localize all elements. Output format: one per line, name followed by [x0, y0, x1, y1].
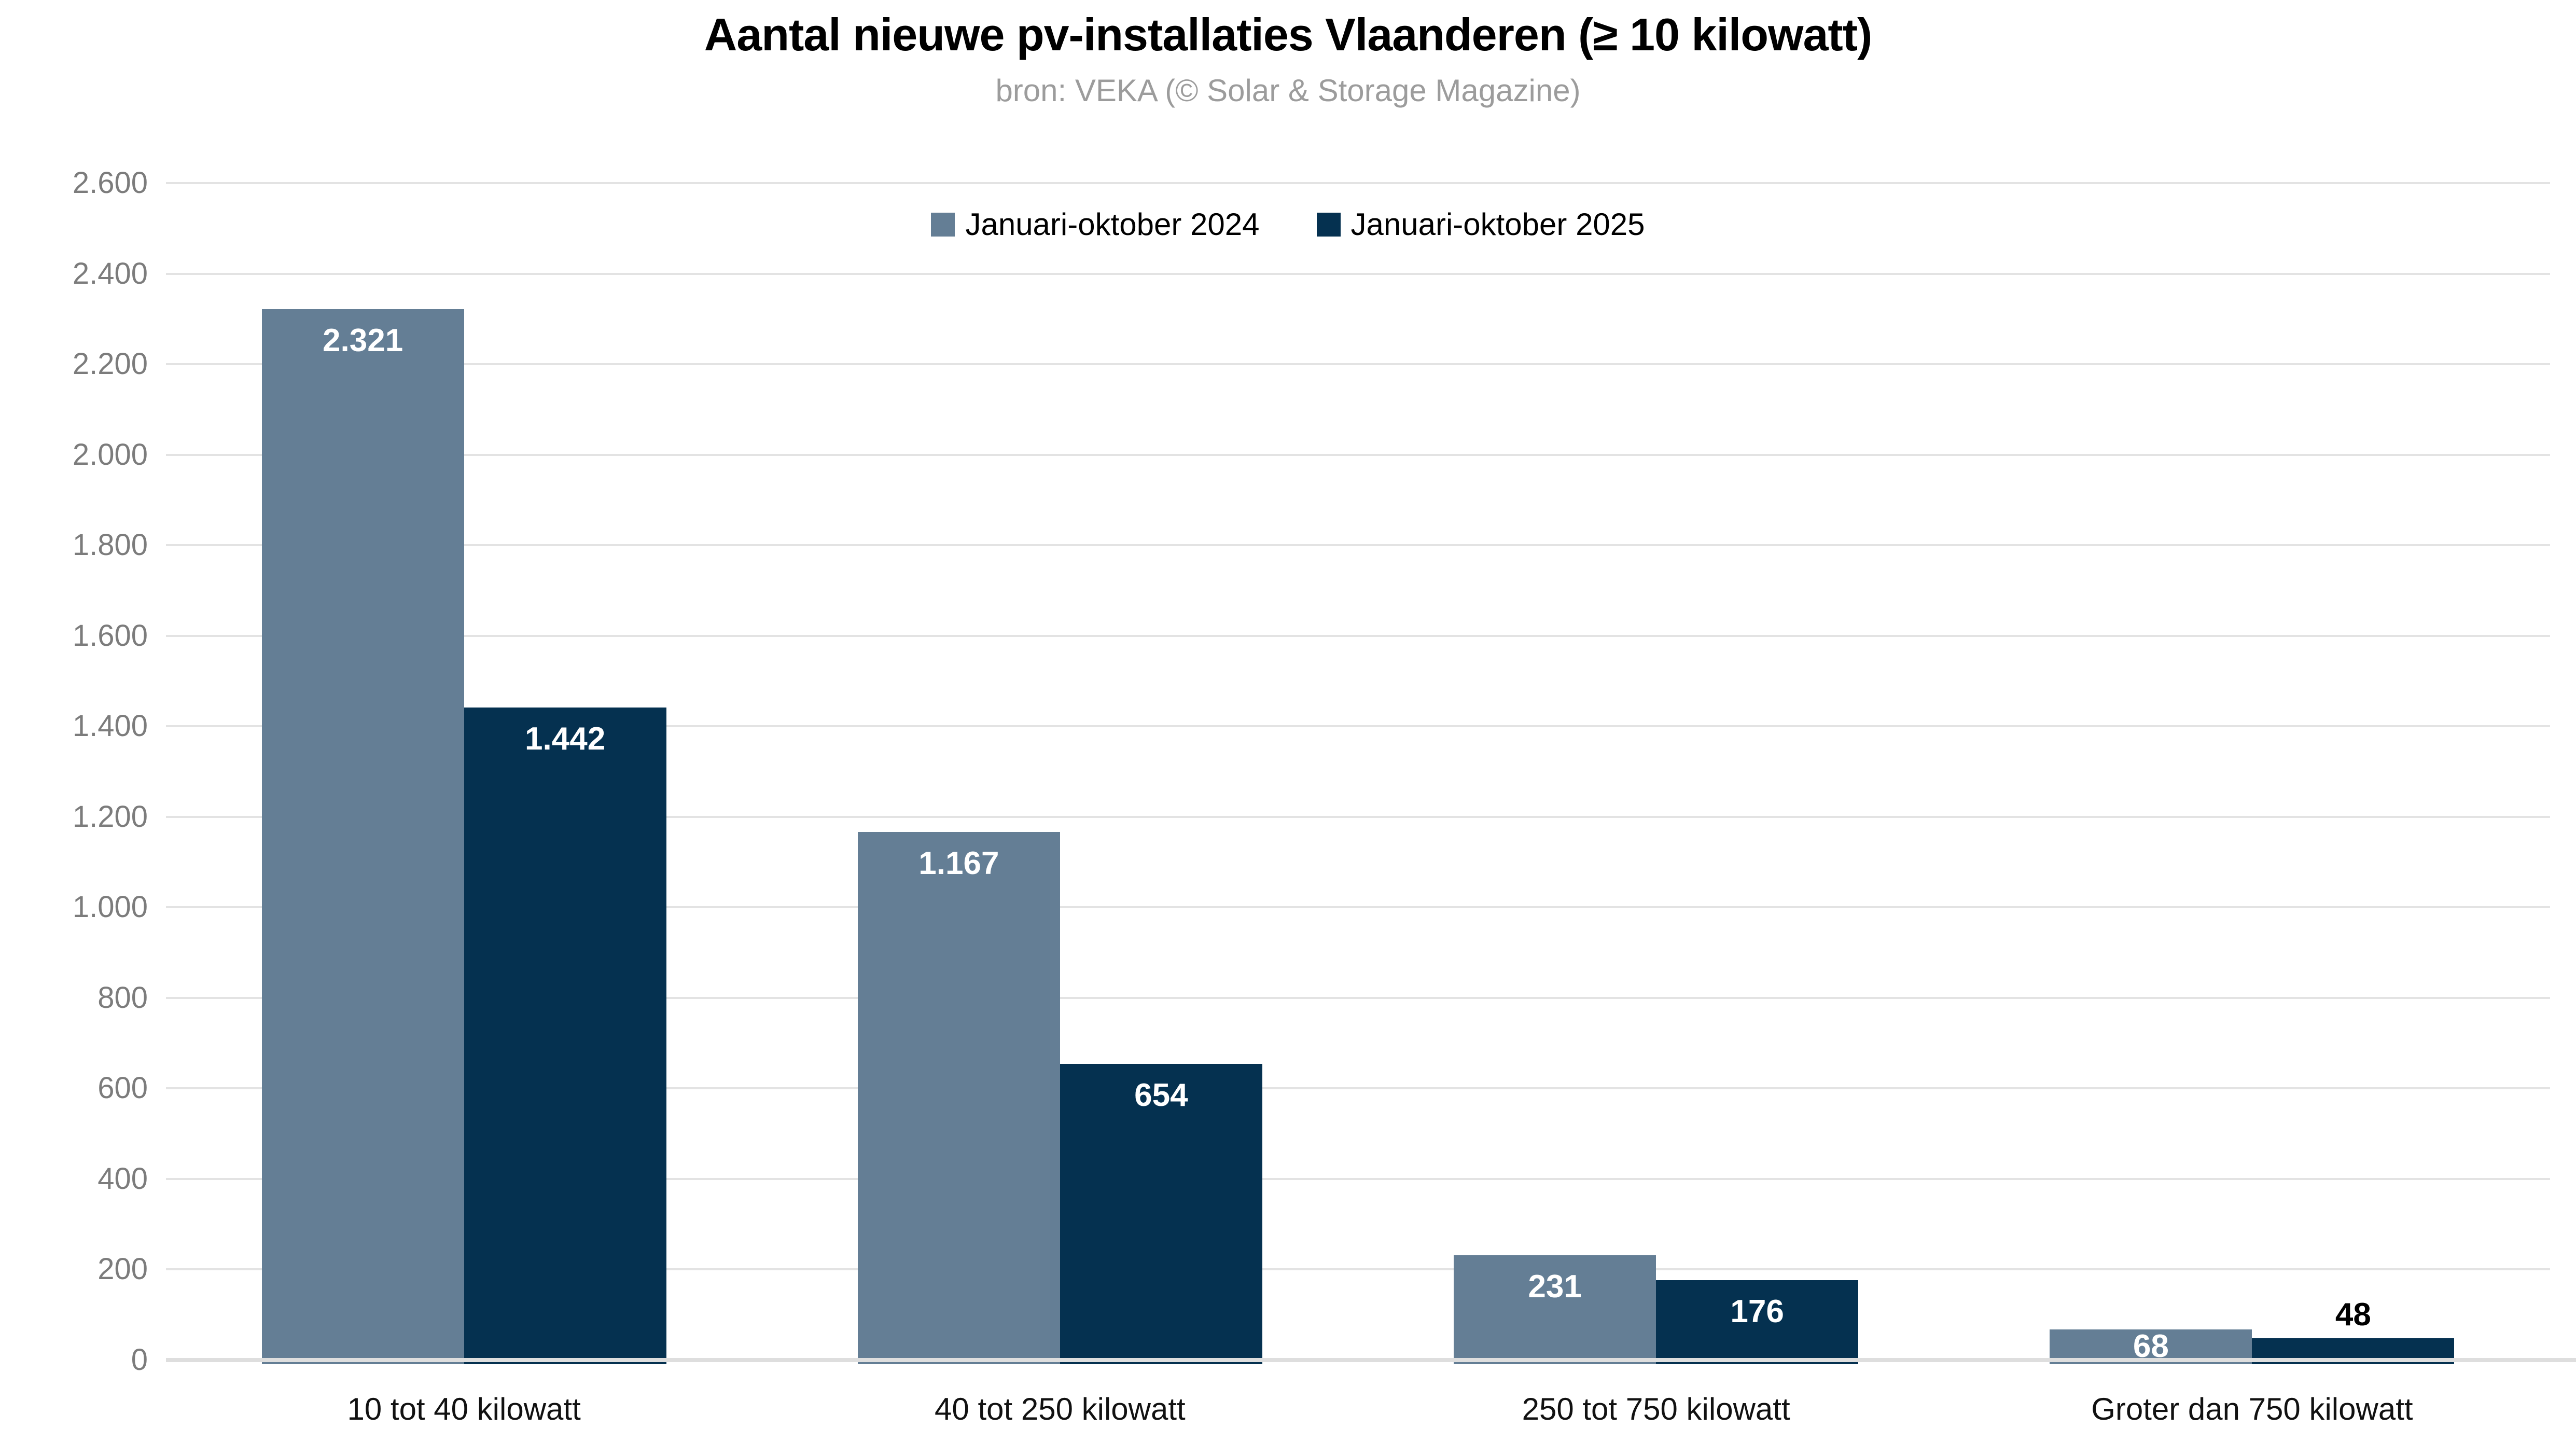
- bar-value-label: 1.442: [525, 720, 606, 757]
- legend-label: Januari-oktober 2024: [965, 207, 1260, 242]
- gridline: [166, 906, 2550, 909]
- bar-value-label: 176: [1730, 1294, 1784, 1330]
- gridline: [166, 1268, 2550, 1271]
- legend-swatch: [931, 212, 955, 237]
- y-tick-label: 400: [98, 1161, 148, 1196]
- chart-legend: Januari-oktober 2024 Januari-oktober 2025: [0, 206, 2576, 242]
- y-tick-label: 1.400: [72, 709, 148, 743]
- y-tick-label: 1.600: [72, 618, 148, 653]
- legend-item: Januari-oktober 2025: [1316, 206, 1645, 242]
- x-axis-category-label: 10 tot 40 kilowatt: [347, 1392, 581, 1426]
- y-tick-label: 1.800: [72, 528, 148, 562]
- bar-januari-oktober-2025-3: [1656, 1280, 1859, 1364]
- y-tick-label: 2.400: [72, 256, 148, 290]
- legend-item: Januari-oktober 2024: [931, 206, 1260, 242]
- x-axis-line: [166, 1358, 2576, 1362]
- bar-januari-oktober-2025-1: [464, 707, 666, 1364]
- y-tick-label: 2.200: [72, 347, 148, 381]
- chart-title: Aantal nieuwe pv-installaties Vlaanderen…: [704, 9, 1873, 60]
- y-tick-label: 1.000: [72, 890, 148, 924]
- gridline: [166, 272, 2550, 275]
- bar-januari-oktober-2024-3: [1454, 1255, 1656, 1364]
- legend-label: Januari-oktober 2025: [1350, 207, 1645, 242]
- gridline: [166, 453, 2550, 456]
- bar-value-label: 231: [1528, 1269, 1582, 1305]
- gridline: [166, 725, 2550, 728]
- bar-januari-oktober-2025-2: [1060, 1064, 1262, 1364]
- gridline: [166, 634, 2550, 637]
- bar-value-label: 2.321: [323, 323, 403, 359]
- gridline: [166, 363, 2550, 366]
- y-tick-label: 2.600: [72, 166, 148, 200]
- bar-januari-oktober-2024-2: [857, 831, 1060, 1364]
- y-tick-label: 600: [98, 1071, 148, 1105]
- gridline: [166, 996, 2550, 999]
- y-tick-label: 2.000: [72, 437, 148, 472]
- y-tick-label: 800: [98, 980, 148, 1015]
- gridline: [166, 1087, 2550, 1090]
- chart-subtitle: bron: VEKA (© Solar & Storage Magazine): [995, 73, 1581, 108]
- bar-value-label: 654: [1134, 1077, 1188, 1114]
- x-axis-category-label: 250 tot 750 kilowatt: [1522, 1392, 1790, 1426]
- gridline: [166, 182, 2550, 184]
- y-tick-label: 200: [98, 1252, 148, 1286]
- y-tick-label: 1.200: [72, 799, 148, 834]
- y-tick-label: 0: [131, 1343, 148, 1377]
- gridline: [166, 544, 2550, 547]
- bar-value-label: 1.167: [918, 845, 999, 881]
- legend-swatch: [1316, 212, 1341, 237]
- bar-value-label: 48: [2335, 1297, 2371, 1333]
- x-axis-category-label: 40 tot 250 kilowatt: [935, 1392, 1186, 1426]
- bar-januari-oktober-2024-1: [261, 309, 464, 1364]
- bar-value-label: 68: [2133, 1328, 2169, 1364]
- gridline: [166, 1177, 2550, 1180]
- gridline: [166, 815, 2550, 818]
- x-axis-category-label: Groter dan 750 kilowatt: [2091, 1392, 2413, 1426]
